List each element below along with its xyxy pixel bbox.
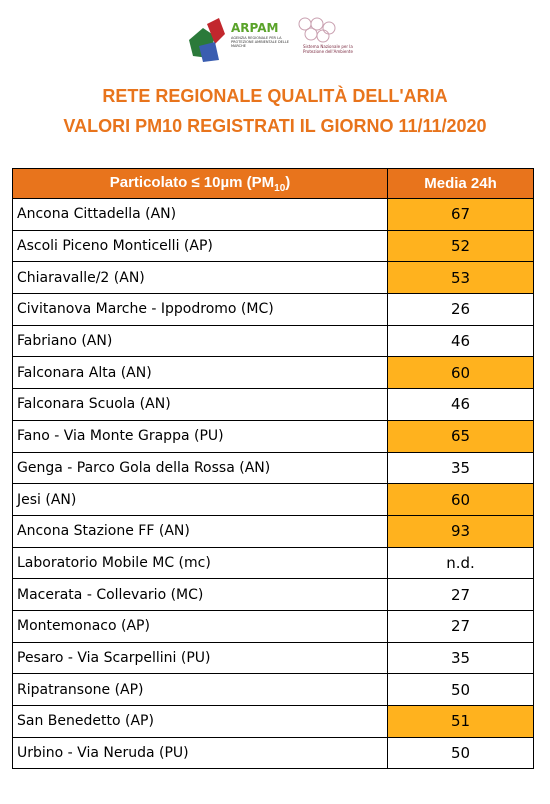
value: 27 xyxy=(387,609,534,643)
column-header: Particolato ≤ 10µm (PM10) xyxy=(12,168,388,199)
row: Falconara Alta (AN) 60 xyxy=(12,356,534,390)
station: Urbino - Via Neruda (PU) xyxy=(12,736,388,770)
value: 65 xyxy=(387,419,534,453)
row: Fano - Via Monte Grappa (PU) 65 xyxy=(12,419,534,453)
value: 67 xyxy=(387,198,534,231)
station: Fano - Via Monte Grappa (PU) xyxy=(12,419,388,453)
value: 46 xyxy=(387,324,534,358)
row: Chiaravalle/2 (AN) 53 xyxy=(12,261,534,295)
station: Ascoli Piceno Monticelli (AP) xyxy=(12,229,388,263)
station: Pesaro - Via Scarpellini (PU) xyxy=(12,641,388,675)
station: Genga - Parco Gola della Rossa (AN) xyxy=(12,451,388,485)
row: Falconara Scuola (AN) 46 xyxy=(12,388,534,421)
subtitle: VALORI PM10 REGISTRATI IL GIORNO 11/11/2… xyxy=(63,116,487,136)
row: Macerata - Collevario (MC) 27 xyxy=(12,578,534,611)
row: Urbino - Via Neruda (PU) 50 xyxy=(12,736,534,770)
value: 26 xyxy=(387,293,534,326)
value: 46 xyxy=(387,388,534,421)
station: Falconara Scuola (AN) xyxy=(12,388,388,421)
value: n.d. xyxy=(387,546,534,580)
station: Chiaravalle/2 (AN) xyxy=(12,261,388,295)
header-row: Particolato ≤ 10µm (PM10) Media 24h xyxy=(12,168,534,199)
logo2-shape xyxy=(298,17,336,43)
logo-sub-box: AGENZIA REGIONALE PER LA PROTEZIONE AMBI… xyxy=(231,36,289,48)
value: 27 xyxy=(387,578,534,611)
value: 35 xyxy=(387,451,534,485)
row: Montemonaco (AP) 27 xyxy=(12,609,534,643)
row: Ripatransone (AP) 50 xyxy=(12,673,534,706)
row: Fabriano (AN) 46 xyxy=(12,324,534,358)
value: 52 xyxy=(387,229,534,263)
column-header: Media 24h xyxy=(387,168,534,199)
station: Montemonaco (AP) xyxy=(12,609,388,643)
row: Laboratorio Mobile MC (mc) n.d. xyxy=(12,546,534,580)
logos: ARPAM AGENZIA REGIONALE PER LA PROTEZION… xyxy=(189,17,353,62)
value: 60 xyxy=(387,356,534,390)
row: San Benedetto (AP) 51 xyxy=(12,705,534,738)
row: Ascoli Piceno Monticelli (AP) 52 xyxy=(12,229,534,263)
station: Fabriano (AN) xyxy=(12,324,388,358)
logo-title: ARPAM xyxy=(231,21,278,35)
station: Macerata - Collevario (MC) xyxy=(12,578,388,611)
row: Genga - Parco Gola della Rossa (AN) 35 xyxy=(12,451,534,485)
logo-shape xyxy=(207,18,225,44)
logo-subtitle: AGENZIA REGIONALE PER LA PROTEZIONE AMBI… xyxy=(231,36,289,48)
value: 53 xyxy=(387,261,534,295)
row: Civitanova Marche - Ippodromo (MC) 26 xyxy=(12,293,534,326)
station: Ancona Stazione FF (AN) xyxy=(12,514,388,548)
header-sub: 10 xyxy=(274,182,286,194)
header-text: Media 24h xyxy=(424,175,497,192)
station: Falconara Alta (AN) xyxy=(12,356,388,390)
title: RETE REGIONALE QUALITÀ DELL'ARIA xyxy=(102,86,448,106)
value: 60 xyxy=(387,483,534,516)
station: San Benedetto (AP) xyxy=(12,705,388,738)
row: Ancona Stazione FF (AN) 93 xyxy=(12,514,534,548)
row: Pesaro - Via Scarpellini (PU) 35 xyxy=(12,641,534,675)
value: 51 xyxy=(387,705,534,738)
header-text: ) xyxy=(285,173,291,191)
value: 50 xyxy=(387,673,534,706)
station: Ancona Cittadella (AN) xyxy=(12,198,388,231)
station: Civitanova Marche - Ippodromo (MC) xyxy=(12,293,388,326)
row: Jesi (AN) 60 xyxy=(12,483,534,516)
station: Jesi (AN) xyxy=(12,483,388,516)
value: 93 xyxy=(387,514,534,548)
header-text: Particolato ≤ 10µm (PM xyxy=(109,173,275,191)
logo2-box: Sistema Nazionale per la Protezione dell… xyxy=(303,44,353,54)
logo2-text: Sistema Nazionale per la Protezione dell… xyxy=(303,44,353,54)
value: 50 xyxy=(387,736,534,770)
station: Ripatransone (AP) xyxy=(12,673,388,706)
row: Ancona Cittadella (AN) 67 xyxy=(12,198,534,231)
table: Particolato ≤ 10µm (PM10) Media 24h Ancona… xyxy=(12,168,534,770)
logo-shape xyxy=(199,42,219,62)
station: Laboratorio Mobile MC (mc) xyxy=(12,546,388,580)
value: 35 xyxy=(387,641,534,675)
